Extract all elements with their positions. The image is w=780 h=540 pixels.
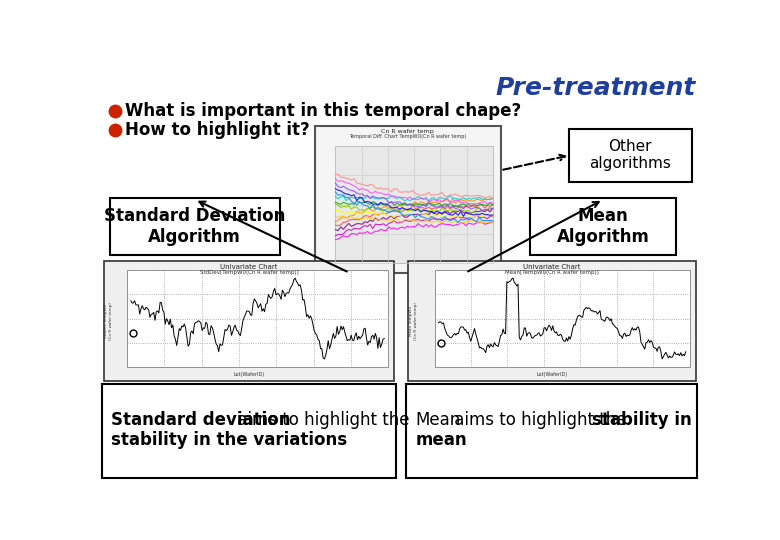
- Text: Cn R wafer temp: Cn R wafer temp: [381, 129, 434, 134]
- Text: What is important in this temporal chape?: What is important in this temporal chape…: [126, 102, 522, 120]
- FancyBboxPatch shape: [104, 261, 395, 381]
- Text: Mean TempW0
(Cn R wafer temp): Mean TempW0 (Cn R wafer temp): [410, 302, 418, 340]
- Text: stability in the variations: stability in the variations: [112, 430, 348, 449]
- Text: Univariate Chart: Univariate Chart: [220, 264, 278, 270]
- FancyBboxPatch shape: [569, 129, 692, 182]
- Text: How to highlight it?: How to highlight it?: [126, 122, 310, 139]
- Text: Univariate Chart: Univariate Chart: [523, 264, 580, 270]
- Text: Other
algorithms: Other algorithms: [590, 139, 672, 172]
- FancyBboxPatch shape: [110, 198, 279, 255]
- FancyBboxPatch shape: [530, 198, 676, 255]
- FancyBboxPatch shape: [434, 271, 690, 367]
- FancyBboxPatch shape: [407, 261, 696, 381]
- FancyBboxPatch shape: [102, 384, 396, 478]
- Text: StdDev[TempW0(Cn R wafer temp)]: StdDev[TempW0(Cn R wafer temp)]: [200, 269, 299, 275]
- Text: Lot(WaferID): Lot(WaferID): [233, 372, 264, 377]
- Text: mean: mean: [415, 430, 467, 449]
- Text: Temporal Diff. Chart TempWO(Cn R wafer temp): Temporal Diff. Chart TempWO(Cn R wafer t…: [349, 134, 466, 139]
- Text: Pre-treatment: Pre-treatment: [495, 76, 696, 100]
- FancyBboxPatch shape: [314, 126, 501, 273]
- Text: Mean
Algorithm: Mean Algorithm: [557, 207, 650, 246]
- Text: aims to highlight the: aims to highlight the: [448, 410, 631, 429]
- Text: Lot(WaferID): Lot(WaferID): [536, 372, 567, 377]
- Text: Mean[TempW0(Cn R wafer temp)]: Mean[TempW0(Cn R wafer temp)]: [505, 269, 598, 275]
- Text: aims to highlight the: aims to highlight the: [232, 410, 409, 429]
- Text: Mean: Mean: [415, 410, 460, 429]
- Text: StdDev TempW0
(Cn R wafer temp): StdDev TempW0 (Cn R wafer temp): [104, 302, 112, 340]
- FancyBboxPatch shape: [406, 384, 697, 478]
- Text: Standard deviation: Standard deviation: [112, 410, 291, 429]
- Text: Standard Deviation
Algorithm: Standard Deviation Algorithm: [104, 207, 285, 246]
- FancyBboxPatch shape: [335, 146, 493, 264]
- FancyBboxPatch shape: [127, 271, 388, 367]
- Text: stability in: stability in: [592, 410, 692, 429]
